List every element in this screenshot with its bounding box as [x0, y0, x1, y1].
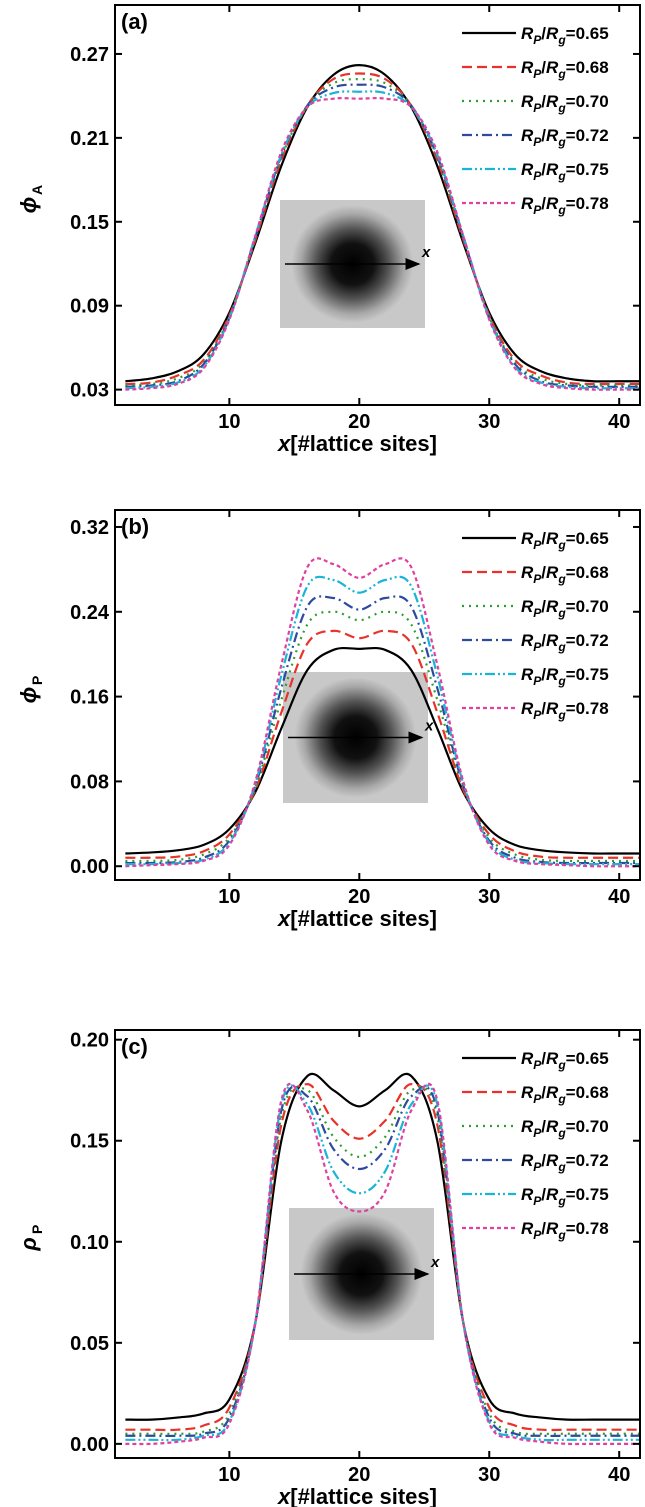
inset-label: x	[424, 718, 434, 735]
series-line	[125, 575, 640, 866]
x-tick-label: 10	[218, 1464, 240, 1486]
y-axis-label-sub: P	[29, 1225, 45, 1234]
y-tick-label: 0.20	[70, 1030, 109, 1052]
legend-label: RP/Rg=0.75	[521, 1185, 609, 1208]
x-tick-label: 10	[218, 411, 240, 433]
y-tick-label: 0.27	[70, 44, 109, 66]
x-axis-label: x[#lattice sites]	[277, 906, 437, 931]
legend-label: RP/Rg=0.72	[521, 631, 609, 654]
panel-label: (a)	[121, 9, 148, 34]
legend-label: RP/Rg=0.65	[521, 529, 609, 552]
y-tick-label: 0.00	[70, 1434, 109, 1456]
y-axis-label: ϕ	[16, 197, 41, 214]
panel-label: (b)	[121, 514, 149, 539]
legend-label: RP/Rg=0.65	[521, 24, 609, 47]
y-tick-label: 0.16	[70, 687, 109, 709]
x-axis-label: x[#lattice sites]	[277, 1484, 437, 1507]
panel: x RP/Rg=0.65 RP/Rg=0.68 RP/Rg=0.70 RP/Rg=0.7…	[16, 1029, 641, 1507]
plot-frame	[114, 4, 641, 406]
x-tick-label: 20	[348, 886, 370, 908]
y-tick-label: 0.15	[70, 212, 109, 234]
legend-label: RP/Rg=0.72	[521, 1151, 609, 1174]
legend-label: RP/Rg=0.75	[521, 160, 609, 183]
series-line	[125, 595, 640, 865]
y-tick-label: 0.24	[70, 602, 110, 624]
x-tick-label: 30	[478, 886, 500, 908]
inset-label: x	[421, 244, 431, 261]
series-line	[125, 557, 640, 868]
legend-label: RP/Rg=0.68	[521, 1083, 609, 1106]
y-tick-label: 0.03	[70, 380, 109, 402]
legend-label: RP/Rg=0.75	[521, 665, 609, 688]
legend-label: RP/Rg=0.70	[521, 1117, 609, 1140]
legend-label: RP/Rg=0.78	[521, 699, 609, 722]
y-tick-label: 0.10	[70, 1232, 109, 1254]
series-line	[125, 1084, 640, 1442]
legend-label: RP/Rg=0.68	[521, 563, 609, 586]
plot-frame	[114, 1029, 641, 1459]
y-axis-label-sub: A	[29, 185, 45, 195]
series-line	[125, 64, 640, 383]
series-line	[125, 1085, 640, 1438]
x-tick-label: 40	[608, 886, 630, 908]
series-line	[125, 1085, 640, 1435]
series-line	[125, 610, 640, 863]
y-tick-label: 0.08	[70, 771, 109, 793]
legend-label: RP/Rg=0.78	[521, 194, 609, 217]
legend-label: RP/Rg=0.70	[521, 597, 609, 620]
series-line	[125, 1082, 640, 1446]
x-tick-label: 30	[478, 1464, 500, 1486]
series-line	[125, 646, 640, 855]
y-axis-label: ρ	[16, 1237, 41, 1251]
series-line	[125, 96, 640, 391]
y-axis-label-sub: P	[29, 676, 45, 685]
plot-frame	[114, 509, 641, 881]
legend-label: RP/Rg=0.78	[521, 1219, 609, 1242]
legend-label: RP/Rg=0.70	[521, 92, 609, 115]
x-axis-label: x[#lattice sites]	[277, 431, 437, 456]
x-tick-label: 30	[478, 411, 500, 433]
series-line	[125, 1072, 640, 1421]
legend-label: RP/Rg=0.68	[521, 58, 609, 81]
x-tick-label: 40	[608, 411, 630, 433]
legend-label: RP/Rg=0.72	[521, 126, 609, 149]
x-tick-label: 10	[218, 886, 240, 908]
y-axis-label: ϕ	[16, 687, 41, 704]
series-line	[125, 629, 640, 859]
legend-label: RP/Rg=0.65	[521, 1049, 609, 1072]
x-tick-label: 20	[348, 411, 370, 433]
y-tick-label: 0.05	[70, 1333, 109, 1355]
x-tick-label: 40	[608, 1464, 630, 1486]
panel: x RP/Rg=0.65 RP/Rg=0.68 RP/Rg=0.70 RP/Rg=0.7…	[16, 4, 641, 456]
y-tick-label: 0.09	[70, 296, 109, 318]
series-line	[125, 1083, 640, 1432]
panel: x RP/Rg=0.65 RP/Rg=0.68 RP/Rg=0.70 RP/Rg=0.7…	[16, 509, 641, 931]
x-tick-label: 20	[348, 1464, 370, 1486]
inset-label: x	[430, 1254, 440, 1271]
panel-label: (c)	[121, 1034, 148, 1059]
y-tick-label: 0.21	[70, 128, 109, 150]
y-tick-label: 0.00	[70, 856, 109, 878]
series-line	[125, 72, 640, 386]
y-tick-label: 0.15	[70, 1131, 109, 1153]
y-tick-label: 0.32	[70, 517, 109, 539]
